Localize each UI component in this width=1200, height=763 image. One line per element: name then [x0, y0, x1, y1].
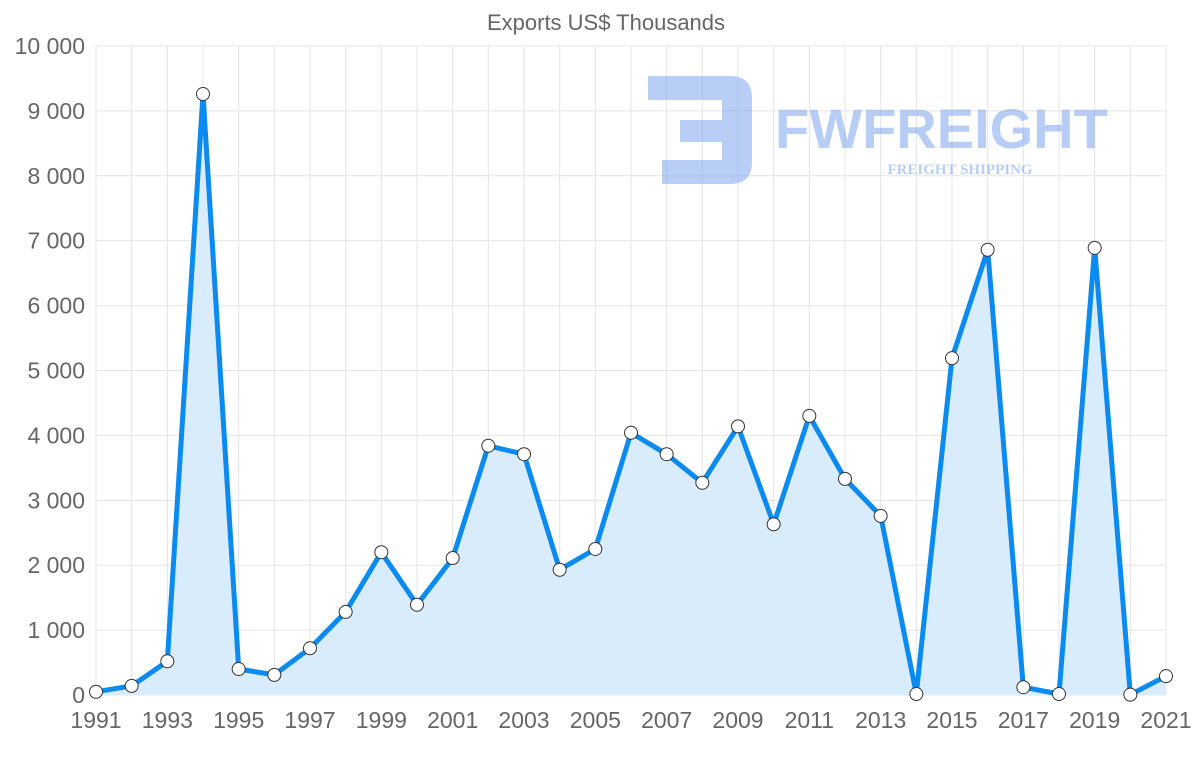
y-tick-label: 7 000	[27, 228, 85, 254]
data-point-2021	[1159, 669, 1173, 684]
data-point-1996	[267, 667, 282, 682]
x-tick-label: 2011	[785, 707, 834, 733]
data-point-2019	[1087, 240, 1102, 255]
data-point-2014	[909, 687, 924, 702]
y-axis: 0 1 000 2 000 3 000 4 000 5 000 6 000 7 000 8 00…	[15, 33, 85, 708]
x-axis: 1991 1993 1995 1997 1999 2001 2003 2005 2007 2009…	[70, 707, 1191, 733]
data-points	[89, 87, 1173, 702]
data-point-2015	[945, 351, 959, 366]
y-tick-label: 2 000	[27, 552, 85, 578]
y-tick-label: 9 000	[27, 98, 85, 124]
data-point-2001	[445, 551, 460, 566]
data-point-1997	[303, 641, 317, 656]
x-tick-label: 1997	[284, 707, 335, 733]
x-tick-label: 2001	[427, 707, 478, 733]
watermark-logo: FWFREIGHT FREIGHT SHIPPING	[648, 76, 1108, 184]
y-tick-label: 3 000	[27, 487, 85, 513]
data-point-2020	[1123, 687, 1138, 702]
data-point-2002	[481, 438, 496, 453]
chart-title: Exports US$ Thousands	[487, 10, 725, 35]
data-point-2016	[980, 242, 995, 257]
data-point-1995	[231, 662, 246, 677]
x-tick-label: 2009	[712, 707, 763, 733]
x-tick-label: 1993	[142, 707, 193, 733]
x-tick-label: 2017	[998, 707, 1049, 733]
y-tick-label: 10 000	[15, 33, 85, 59]
x-tick-label: 1991	[70, 707, 121, 733]
data-point-2007	[659, 447, 674, 462]
data-point-2008	[695, 475, 710, 490]
watermark-tagline: FREIGHT SHIPPING	[887, 162, 1032, 178]
y-tick-label: 5 000	[27, 358, 85, 384]
x-tick-label: 2021	[1140, 707, 1191, 733]
x-tick-label: 1999	[356, 707, 407, 733]
data-point-1998	[338, 604, 353, 619]
x-tick-label: 2015	[926, 707, 977, 733]
series-area	[96, 94, 1166, 695]
data-point-2009	[731, 419, 745, 434]
y-tick-label: 4 000	[27, 422, 85, 448]
data-point-2017	[1016, 680, 1031, 695]
data-point-2003	[517, 447, 531, 462]
data-point-2005	[588, 541, 603, 556]
y-tick-label: 6 000	[27, 293, 85, 319]
data-point-2000	[410, 597, 424, 612]
data-point-1991	[89, 684, 103, 699]
x-tick-label: 2019	[1069, 707, 1120, 733]
data-point-1999	[374, 545, 389, 560]
data-point-2013	[873, 508, 888, 523]
y-tick-label: 0	[72, 682, 85, 708]
data-point-1992	[124, 678, 139, 693]
y-tick-label: 1 000	[27, 617, 85, 643]
data-point-2004	[552, 562, 567, 577]
data-point-2018	[1052, 687, 1066, 702]
x-tick-label: 2005	[570, 707, 621, 733]
data-point-2006	[624, 425, 638, 440]
y-tick-label: 8 000	[27, 163, 85, 189]
x-tick-label: 2007	[641, 707, 692, 733]
watermark-brand: FWFREIGHT	[775, 97, 1108, 160]
data-point-1994	[196, 87, 210, 102]
data-point-2010	[766, 517, 781, 532]
data-point-2012	[838, 471, 852, 486]
x-tick-label: 2003	[498, 707, 549, 733]
x-tick-label: 2013	[855, 707, 906, 733]
data-point-1993	[160, 654, 175, 669]
x-tick-label: 1995	[213, 707, 264, 733]
data-point-2011	[802, 408, 817, 423]
